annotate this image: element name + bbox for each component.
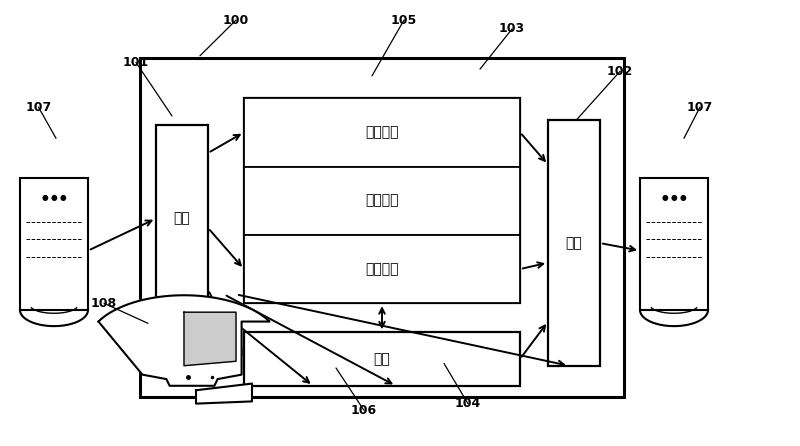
Bar — [156, 125, 208, 312]
Text: 104: 104 — [455, 397, 481, 410]
Text: ● ● ●: ● ● ● — [42, 193, 66, 202]
Bar — [244, 166, 520, 235]
Text: 103: 103 — [499, 22, 525, 36]
Bar — [20, 178, 88, 310]
Text: 107: 107 — [26, 100, 51, 114]
Text: 扫描: 扫描 — [174, 211, 190, 226]
Text: 接口: 接口 — [374, 352, 390, 366]
Text: ● ● ●: ● ● ● — [662, 193, 686, 202]
Polygon shape — [184, 312, 236, 366]
Text: 100: 100 — [223, 13, 249, 27]
Bar — [244, 235, 520, 303]
Text: 107: 107 — [687, 100, 713, 114]
Text: 106: 106 — [351, 404, 377, 417]
Bar — [140, 58, 624, 397]
Text: 102: 102 — [607, 65, 633, 78]
Text: 信息埋入: 信息埋入 — [366, 262, 398, 276]
Bar — [244, 98, 520, 303]
Bar — [640, 178, 708, 310]
Bar — [244, 98, 520, 166]
Bar — [548, 120, 600, 366]
Text: 打印: 打印 — [566, 236, 582, 250]
Text: 105: 105 — [391, 13, 417, 27]
Text: 信息识别: 信息识别 — [366, 194, 398, 208]
Bar — [244, 332, 520, 386]
Text: 108: 108 — [91, 297, 117, 310]
Polygon shape — [98, 295, 270, 386]
Text: 101: 101 — [123, 56, 149, 69]
Text: 复写处理: 复写处理 — [366, 125, 398, 139]
Polygon shape — [196, 384, 252, 404]
